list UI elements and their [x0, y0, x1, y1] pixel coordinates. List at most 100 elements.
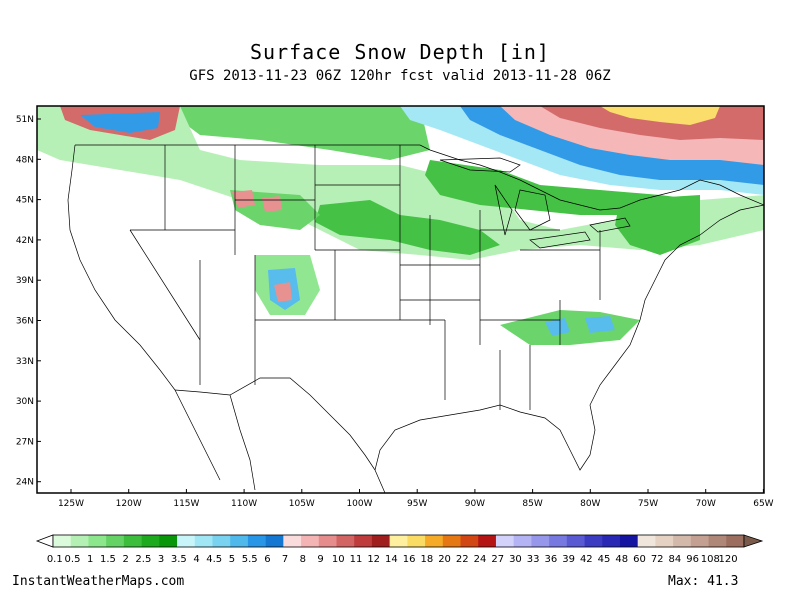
- legend-label: 8: [300, 554, 306, 565]
- legend-label: 2: [122, 554, 128, 565]
- legend-swatch: [88, 535, 107, 547]
- lon-tick-label: 115W: [173, 499, 199, 509]
- legend-label: 16: [403, 554, 416, 565]
- legend-swatch: [159, 535, 178, 547]
- legend-swatch: [673, 535, 692, 547]
- legend-label: 30: [509, 554, 522, 565]
- legend-label: 42: [580, 554, 593, 565]
- legend-arrow-right: [743, 534, 764, 548]
- legend-swatch: [230, 535, 249, 547]
- legend-swatch: [584, 535, 603, 547]
- snow-newengland: [615, 195, 700, 255]
- legend-swatch: [70, 535, 89, 547]
- gulf-coast: [374, 204, 764, 471]
- legend-label: 24: [474, 554, 487, 565]
- mexico-border: [174, 377, 376, 471]
- legend-swatch: [318, 535, 337, 547]
- legend-swatch: [354, 535, 373, 547]
- legend-label: 1.5: [100, 554, 116, 565]
- lon-tick-label: 65W: [753, 499, 773, 509]
- legend-label: 0.1: [47, 554, 63, 565]
- legend-swatch: [425, 535, 444, 547]
- snow-appalachia: [500, 310, 640, 345]
- lat-tick-label: 36N: [16, 317, 34, 327]
- legend-label: 60: [633, 554, 646, 565]
- snow-canada-yellow: [600, 106, 720, 125]
- canada-border: [75, 144, 764, 211]
- legend-label: 39: [562, 554, 575, 565]
- legend-swatch: [655, 535, 674, 547]
- legend-label: 1: [87, 554, 93, 565]
- snow-shading: [37, 106, 764, 345]
- legend-swatch: [265, 535, 284, 547]
- legend-label: 3: [158, 554, 164, 565]
- latitude-ticks: 51N 48N 45N 42N 39N 36N 33N 30N 27N 24N: [16, 115, 41, 488]
- legend-swatch: [690, 535, 709, 547]
- state-lines: [129, 145, 601, 410]
- legend-label: 10: [332, 554, 345, 565]
- legend-label: 0.5: [65, 554, 81, 565]
- lat-tick-label: 42N: [16, 236, 34, 246]
- legend-swatch: [336, 535, 355, 547]
- snow-wyoming-pink-2: [262, 196, 282, 212]
- map-title: Surface Snow Depth [in]: [250, 40, 550, 64]
- legend-label: 20: [438, 554, 451, 565]
- legend-arrow-left: [35, 534, 54, 548]
- legend-swatch: [726, 535, 745, 547]
- lon-tick-label: 75W: [638, 499, 658, 509]
- legend-label: 2.5: [135, 554, 151, 565]
- legend-label: 12: [367, 554, 380, 565]
- legend-label: 5: [229, 554, 235, 565]
- lon-tick-label: 125W: [58, 499, 84, 509]
- legend-swatch: [602, 535, 621, 547]
- legend-label: 108: [701, 554, 720, 565]
- legend-label: 6: [264, 554, 270, 565]
- legend-label: 7: [282, 554, 288, 565]
- legend-swatch: [531, 535, 550, 547]
- legend-swatch: [442, 535, 461, 547]
- boundaries: [67, 144, 764, 493]
- lon-tick-label: 85W: [522, 499, 542, 509]
- legend-swatch: [123, 535, 142, 547]
- legend-label: 22: [456, 554, 469, 565]
- map-subtitle: GFS 2013-11-23 06Z 120hr fcst valid 2013…: [189, 68, 611, 84]
- great-lakes: [439, 157, 631, 249]
- legend-label: 72: [651, 554, 664, 565]
- lon-tick-label: 110W: [231, 499, 257, 509]
- lat-tick-label: 51N: [16, 115, 34, 125]
- legend-swatch: [194, 535, 213, 547]
- legend-label: 96: [686, 554, 699, 565]
- legend-label: 5.5: [242, 554, 258, 565]
- legend-swatch: [566, 535, 585, 547]
- snow-appalachia-blue: [545, 318, 570, 336]
- legend-swatch: [389, 535, 408, 547]
- lon-tick-label: 120W: [116, 499, 142, 509]
- legend-swatch: [106, 535, 125, 547]
- legend-swatch: [708, 535, 727, 547]
- legend-label: 3.5: [171, 554, 187, 565]
- lat-tick-label: 45N: [16, 196, 34, 206]
- snow-canada-green: [180, 106, 430, 160]
- color-legend: 0.1 0.5 1 1.5 2 2.5 3 3.5 4 4.5 5 5.5 6 7 8 9 10 11 12 14 16…: [35, 534, 764, 565]
- legend-swatch: [141, 535, 160, 547]
- legend-label: 18: [420, 554, 433, 565]
- legend-swatch: [478, 535, 497, 547]
- lat-tick-label: 27N: [16, 437, 34, 447]
- legend-label: 11: [350, 554, 363, 565]
- map-frame: [36, 105, 765, 494]
- legend-swatch: [407, 535, 426, 547]
- legend-label: 27: [491, 554, 504, 565]
- legend-swatch: [53, 535, 72, 547]
- legend-swatch: [549, 535, 568, 547]
- west-coast: [67, 144, 176, 391]
- lon-tick-label: 100W: [346, 499, 372, 509]
- legend-swatch: [247, 535, 266, 547]
- legend-label: 84: [669, 554, 682, 565]
- lat-tick-label: 24N: [16, 478, 34, 488]
- legend-label: 4: [193, 554, 199, 565]
- lat-tick-label: 39N: [16, 276, 34, 286]
- legend-swatch: [371, 535, 390, 547]
- legend-swatch: [495, 535, 514, 547]
- legend-swatch: [301, 535, 320, 547]
